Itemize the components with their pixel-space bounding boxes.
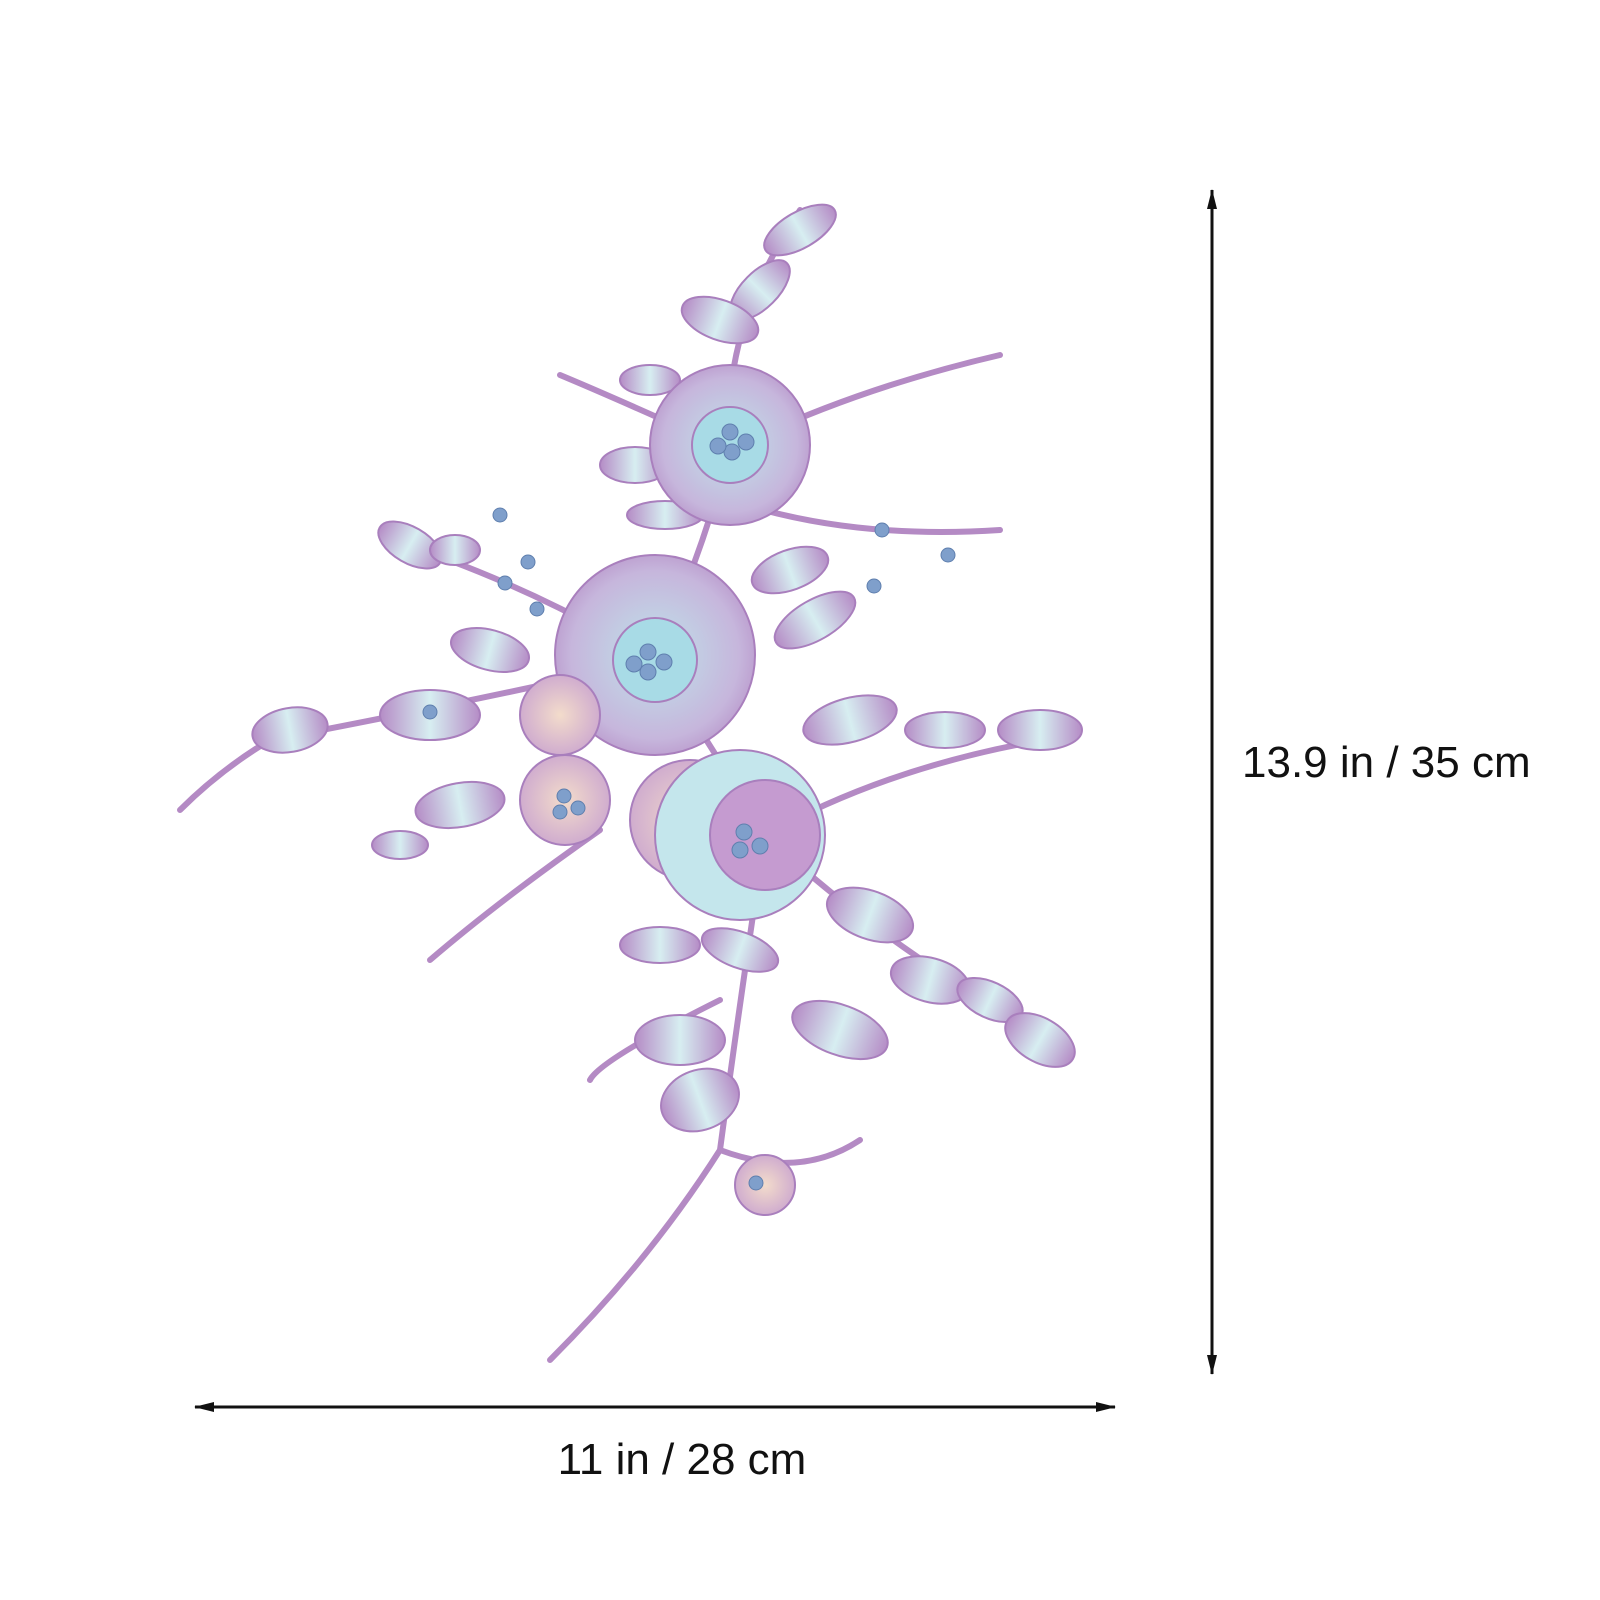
applique	[177, 203, 1083, 1363]
height-label: 13.9 in / 35 cm	[1242, 738, 1531, 787]
width-label: 11 in / 28 cm	[558, 1435, 807, 1484]
